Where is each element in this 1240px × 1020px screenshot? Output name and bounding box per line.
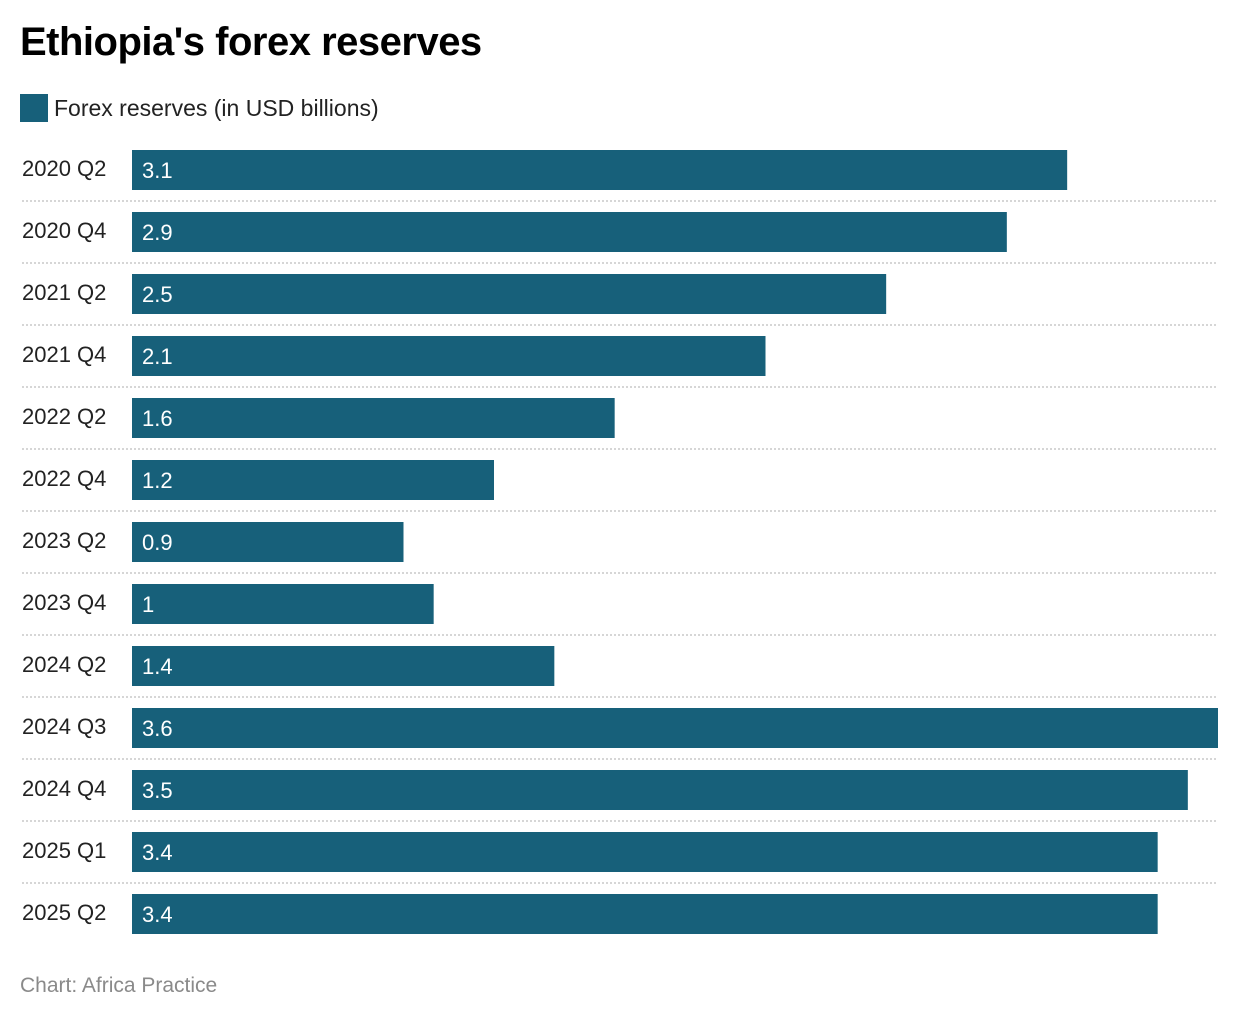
category-label: 2023 Q2 (22, 528, 106, 553)
bar (132, 708, 1218, 748)
data-label: 3.1 (142, 158, 173, 183)
bar (132, 398, 615, 438)
data-label: 1.4 (142, 654, 173, 679)
bar (132, 770, 1188, 810)
legend: Forex reserves (in USD billions) (20, 94, 379, 122)
category-label: 2025 Q2 (22, 900, 106, 925)
category-label: 2022 Q4 (22, 466, 106, 491)
category-label: 2022 Q2 (22, 404, 106, 429)
category-label: 2020 Q4 (22, 218, 106, 243)
data-label: 0.9 (142, 530, 173, 555)
category-label: 2024 Q3 (22, 714, 106, 739)
legend-label: Forex reserves (in USD billions) (54, 94, 379, 121)
bar (132, 832, 1158, 872)
category-label: 2024 Q2 (22, 652, 106, 677)
bar (132, 274, 887, 314)
category-label: 2021 Q2 (22, 280, 106, 305)
bar (132, 584, 434, 624)
data-label: 2.9 (142, 220, 173, 245)
bar (132, 460, 494, 500)
data-label: 3.5 (142, 778, 173, 803)
data-label: 3.4 (142, 902, 173, 927)
bar (132, 212, 1007, 252)
data-label: 3.4 (142, 840, 173, 865)
data-label: 2.5 (142, 282, 173, 307)
category-label: 2025 Q1 (22, 838, 106, 863)
bar (132, 150, 1068, 190)
chart-title: Ethiopia's forex reserves (20, 20, 482, 64)
data-label: 2.1 (142, 344, 173, 369)
category-label: 2023 Q4 (22, 590, 106, 615)
bar (132, 646, 555, 686)
category-label: 2021 Q4 (22, 342, 106, 367)
source-note: Chart: Africa Practice (20, 974, 218, 997)
category-label: 2020 Q2 (22, 156, 106, 181)
data-label: 1.6 (142, 406, 173, 431)
category-label: 2024 Q4 (22, 776, 106, 801)
data-label: 1.2 (142, 468, 173, 493)
data-label: 1 (142, 592, 154, 617)
data-label: 3.6 (142, 716, 173, 741)
bar (132, 336, 766, 376)
bar (132, 522, 404, 562)
bar (132, 894, 1158, 934)
legend-swatch (20, 94, 48, 122)
